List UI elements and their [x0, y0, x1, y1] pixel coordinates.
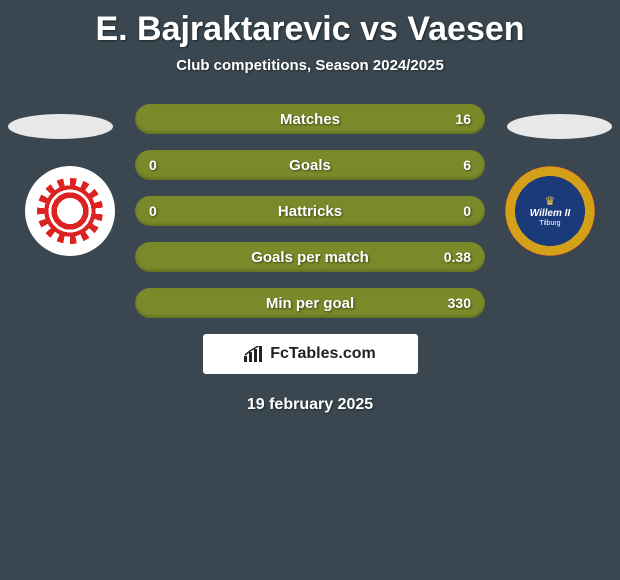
crown-icon: ♛ — [545, 195, 556, 207]
stat-row: 0 Goals 6 — [135, 150, 485, 180]
stat-label: Goals — [289, 157, 331, 174]
stats-list: Matches 16 0 Goals 6 0 Hattricks 0 Goals… — [135, 104, 485, 318]
stat-row: 0 Hattricks 0 — [135, 196, 485, 226]
club-left-label: PSV — [57, 203, 82, 219]
stat-right-value: 6 — [463, 157, 471, 173]
stat-right-value: 16 — [455, 111, 471, 127]
stat-row: Min per goal 330 — [135, 288, 485, 318]
club-right-sublabel: Tilburg — [539, 220, 560, 227]
chart-icon — [244, 346, 264, 362]
club-badge-left: PSV — [25, 166, 115, 256]
stat-right-value: 0.38 — [444, 249, 471, 265]
club-badge-right: ♛ Willem II Tilburg — [505, 166, 595, 256]
branding-text: FcTables.com — [270, 345, 376, 363]
subtitle: Club competitions, Season 2024/2025 — [0, 57, 620, 74]
stat-right-value: 330 — [448, 295, 471, 311]
stat-label: Matches — [280, 111, 340, 128]
page-title: E. Bajraktarevic vs Vaesen — [0, 0, 620, 49]
player-left-marker — [8, 114, 113, 139]
stat-label: Min per goal — [266, 295, 354, 312]
stat-row: Matches 16 — [135, 104, 485, 134]
club-right-label: Willem II — [530, 209, 570, 219]
player-right-marker — [507, 114, 612, 139]
stat-left-value: 0 — [149, 157, 157, 173]
stat-label: Goals per match — [251, 249, 369, 266]
comparison-panel: PSV ♛ Willem II Tilburg Matches 16 0 Goa… — [0, 104, 620, 414]
branding-badge: FcTables.com — [203, 334, 418, 374]
stat-right-value: 0 — [463, 203, 471, 219]
stat-row: Goals per match 0.38 — [135, 242, 485, 272]
date-label: 19 february 2025 — [0, 396, 620, 414]
stat-left-value: 0 — [149, 203, 157, 219]
stat-label: Hattricks — [278, 203, 342, 220]
